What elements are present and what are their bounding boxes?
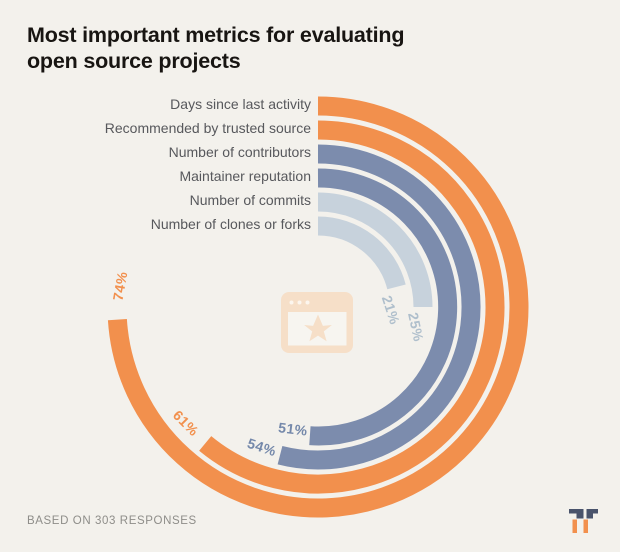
browser-star-icon [281,292,353,353]
source-note: BASED ON 303 RESPONSES [27,515,197,527]
techcrunch-logo [569,509,598,533]
chart-title-line2: open source projects [27,49,241,73]
browser-dot [297,300,302,305]
arc-number-of-contributors [277,144,481,470]
arc-days-since-last-activity [107,96,529,518]
value-label-days-since-last-activity: 74% [110,270,131,302]
arcs-group [107,96,529,518]
logo-left-orange-bar [572,519,577,533]
logo-left-dark [569,509,584,519]
logo-right-orange-bar [583,519,588,533]
category-label-number-of-clones-or-forks: Number of clones or forks [151,216,311,232]
category-label-number-of-commits: Number of commits [190,192,311,208]
arc-maintainer-reputation [309,168,458,446]
arc-number-of-commits [317,192,433,308]
value-label-number-of-contributors: 54% [245,435,278,459]
category-labels: Days since last activity Recommended by t… [105,96,311,232]
value-label-number-of-clones-or-forks: 21% [379,293,403,326]
star-icon [304,314,332,342]
chart-title-line1: Most important metrics for evaluating [27,23,405,47]
browser-dot [305,300,310,305]
category-label-recommended-by-trusted-source: Recommended by trusted source [105,120,311,136]
value-label-number-of-commits: 25% [405,311,427,343]
browser-dot [289,300,294,305]
logo-right-dark [586,509,598,519]
arc-number-of-clones-or-forks [317,216,406,290]
value-label-maintainer-reputation: 51% [277,419,308,438]
chart-title: Most important metrics for evaluating op… [27,22,404,74]
category-label-days-since-last-activity: Days since last activity [170,96,311,112]
arc-recommended-by-trusted-source [199,120,505,494]
category-label-number-of-contributors: Number of contributors [169,144,311,160]
category-label-maintainer-reputation: Maintainer reputation [179,168,311,184]
